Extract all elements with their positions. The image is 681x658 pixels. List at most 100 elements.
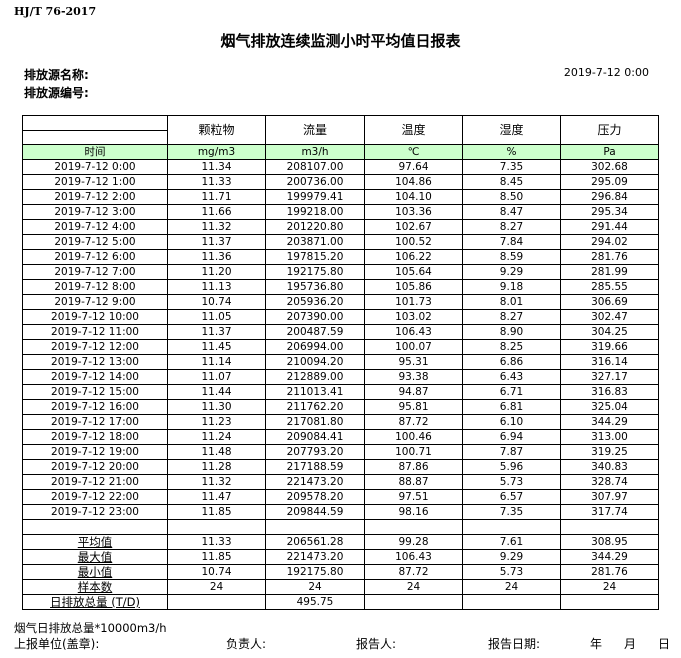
humidity-cell: 6.94 — [462, 429, 561, 445]
particulate-cell: 11.32 — [167, 474, 266, 490]
humidity-cell: 6.81 — [462, 399, 561, 415]
table-row: 2019-7-12 6:00 11.36 197815.20 106.22 8.59 28… — [22, 249, 659, 265]
summary-row: 最小值 10.74 192175.80 87.72 5.73 281.76 — [22, 564, 659, 580]
table-row: 2019-7-12 20:00 11.28 217188.59 87.86 5.96 34… — [22, 459, 659, 475]
time-cell: 2019-7-12 9:00 — [22, 294, 168, 310]
day-label: 日 — [658, 637, 671, 651]
pressure-cell: 316.83 — [560, 384, 659, 400]
humidity-cell: 5.73 — [462, 474, 561, 490]
time-cell: 2019-7-12 22:00 — [22, 489, 168, 505]
flow-cell: 217188.59 — [265, 459, 365, 475]
table-row: 2019-7-12 11:00 11.37 200487.59 106.43 8.90 3… — [22, 324, 659, 340]
particulate-cell: 11.66 — [167, 204, 266, 220]
header-flow: 流量 — [265, 115, 365, 145]
time-cell: 2019-7-12 21:00 — [22, 474, 168, 490]
flow-cell: 197815.20 — [265, 249, 365, 265]
pressure-cell — [560, 594, 659, 610]
particulate-cell: 11.07 — [167, 369, 266, 385]
temperature-cell: 100.07 — [364, 339, 463, 355]
temperature-cell: 87.72 — [364, 414, 463, 430]
table-row: 2019-7-12 9:00 10.74 205936.20 101.73 8.01 30… — [22, 294, 659, 310]
time-cell: 2019-7-12 10:00 — [22, 309, 168, 325]
time-cell: 2019-7-12 6:00 — [22, 249, 168, 265]
temperature-cell: 87.72 — [364, 564, 463, 580]
particulate-cell: 11.47 — [167, 489, 266, 505]
temperature-cell: 104.86 — [364, 174, 463, 190]
table-row: 2019-7-12 2:00 11.71 199979.41 104.10 8.50 29… — [22, 189, 659, 205]
time-cell: 2019-7-12 5:00 — [22, 234, 168, 250]
temperature-cell: 24 — [364, 579, 463, 595]
particulate-cell: 11.85 — [167, 549, 266, 565]
time-cell: 2019-7-12 16:00 — [22, 399, 168, 415]
flow-cell: 200487.59 — [265, 324, 365, 340]
temperature-cell: 104.10 — [364, 189, 463, 205]
pressure-cell: 294.02 — [560, 234, 659, 250]
flow-cell: 200736.00 — [265, 174, 365, 190]
reporter-label: 报告人: — [356, 637, 397, 651]
table-row: 2019-7-12 16:00 11.30 211762.20 95.81 6.81 32… — [22, 399, 659, 415]
humidity-cell: 24 — [462, 579, 561, 595]
source-code-label: 排放源编号: — [24, 86, 89, 100]
time-cell: 2019-7-12 11:00 — [22, 324, 168, 340]
flow-cell: 212889.00 — [265, 369, 365, 385]
humidity-cell: 5.96 — [462, 459, 561, 475]
temperature-cell: 105.86 — [364, 279, 463, 295]
header-particulate: 颗粒物 — [167, 115, 266, 145]
flow-cell: 209578.20 — [265, 489, 365, 505]
time-cell: 2019-7-12 4:00 — [22, 219, 168, 235]
time-header: 时间 — [22, 144, 168, 160]
pressure-cell: 327.17 — [560, 369, 659, 385]
flow-cell: 192175.80 — [265, 264, 365, 280]
particulate-cell: 11.24 — [167, 429, 266, 445]
temperature-cell: 103.36 — [364, 204, 463, 220]
humidity-cell: 7.35 — [462, 159, 561, 175]
pressure-cell: 340.83 — [560, 459, 659, 475]
pressure-cell: 281.76 — [560, 249, 659, 265]
pressure-cell: 317.74 — [560, 504, 659, 520]
time-cell: 平均值 — [22, 534, 168, 550]
flow-cell: 206994.00 — [265, 339, 365, 355]
pressure-cell: 307.97 — [560, 489, 659, 505]
report-datetime: 2019-7-12 0:00 — [563, 66, 649, 79]
particulate-cell: 11.28 — [167, 459, 266, 475]
flow-cell: 205936.20 — [265, 294, 365, 310]
table-row: 2019-7-12 21:00 11.32 221473.20 88.87 5.73 32… — [22, 474, 659, 490]
pressure-cell: 285.55 — [560, 279, 659, 295]
flow-cell: 210094.20 — [265, 354, 365, 370]
pressure-cell: 295.34 — [560, 204, 659, 220]
particulate-cell: 11.33 — [167, 174, 266, 190]
flow-cell: 195736.80 — [265, 279, 365, 295]
humidity-cell: 8.59 — [462, 249, 561, 265]
pressure-cell: 313.00 — [560, 429, 659, 445]
particulate-cell: 11.23 — [167, 414, 266, 430]
standard-code: HJ/T 76-2017 — [14, 5, 97, 18]
particulate-cell: 10.74 — [167, 294, 266, 310]
pressure-cell: 302.47 — [560, 309, 659, 325]
flow-cell: 221473.20 — [265, 549, 365, 565]
pressure-cell — [560, 519, 659, 535]
particulate-cell: 11.37 — [167, 234, 266, 250]
temperature-cell: 106.43 — [364, 324, 463, 340]
humidity-cell: 7.61 — [462, 534, 561, 550]
humidity-cell: 8.27 — [462, 309, 561, 325]
pressure-cell: 24 — [560, 579, 659, 595]
table-row: 2019-7-12 19:00 11.48 207793.20 100.71 7.87 3… — [22, 444, 659, 460]
particulate-cell: 11.71 — [167, 189, 266, 205]
particulate-cell: 11.32 — [167, 219, 266, 235]
particulate-cell: 11.05 — [167, 309, 266, 325]
header-temperature: 温度 — [364, 115, 463, 145]
header-pressure: 压力 — [560, 115, 659, 145]
temperature-cell: 93.38 — [364, 369, 463, 385]
time-cell: 2019-7-12 23:00 — [22, 504, 168, 520]
particulate-cell: 11.13 — [167, 279, 266, 295]
blank-row — [22, 519, 659, 535]
humidity-cell: 9.29 — [462, 264, 561, 280]
flow-cell: 207390.00 — [265, 309, 365, 325]
table-row: 2019-7-12 7:00 11.20 192175.80 105.64 9.29 28… — [22, 264, 659, 280]
temperature-cell: 97.51 — [364, 489, 463, 505]
report-table: 颗粒物 流量 温度 湿度 压力 时间 mg/m3 m3/h ℃ % Pa 201… — [22, 115, 659, 610]
temperature-cell: 106.43 — [364, 549, 463, 565]
time-cell: 2019-7-12 8:00 — [22, 279, 168, 295]
humidity-cell: 8.27 — [462, 219, 561, 235]
humidity-cell: 7.84 — [462, 234, 561, 250]
